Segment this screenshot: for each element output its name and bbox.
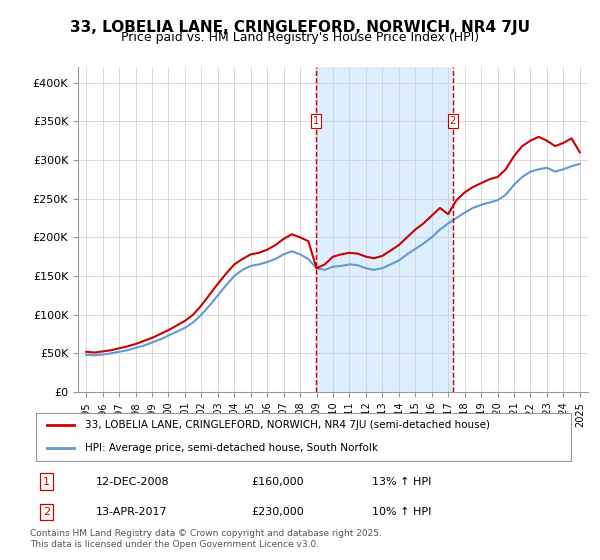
Text: 12-DEC-2008: 12-DEC-2008 [96, 477, 170, 487]
Text: £160,000: £160,000 [251, 477, 304, 487]
Text: 13% ↑ HPI: 13% ↑ HPI [372, 477, 431, 487]
Text: 1: 1 [43, 477, 50, 487]
Text: 1: 1 [313, 116, 319, 127]
Text: 2: 2 [43, 507, 50, 517]
Text: £230,000: £230,000 [251, 507, 304, 517]
Text: Contains HM Land Registry data © Crown copyright and database right 2025.
This d: Contains HM Land Registry data © Crown c… [30, 529, 382, 549]
Bar [316, 67, 453, 392]
FancyBboxPatch shape [35, 413, 571, 461]
Text: 2: 2 [449, 116, 456, 127]
Text: 10% ↑ HPI: 10% ↑ HPI [372, 507, 431, 517]
Text: 13-APR-2017: 13-APR-2017 [96, 507, 168, 517]
Text: Price paid vs. HM Land Registry's House Price Index (HPI): Price paid vs. HM Land Registry's House … [121, 31, 479, 44]
Text: 33, LOBELIA LANE, CRINGLEFORD, NORWICH, NR4 7JU: 33, LOBELIA LANE, CRINGLEFORD, NORWICH, … [70, 20, 530, 35]
Text: 33, LOBELIA LANE, CRINGLEFORD, NORWICH, NR4 7JU (semi-detached house): 33, LOBELIA LANE, CRINGLEFORD, NORWICH, … [85, 420, 490, 430]
Text: HPI: Average price, semi-detached house, South Norfolk: HPI: Average price, semi-detached house,… [85, 444, 378, 454]
